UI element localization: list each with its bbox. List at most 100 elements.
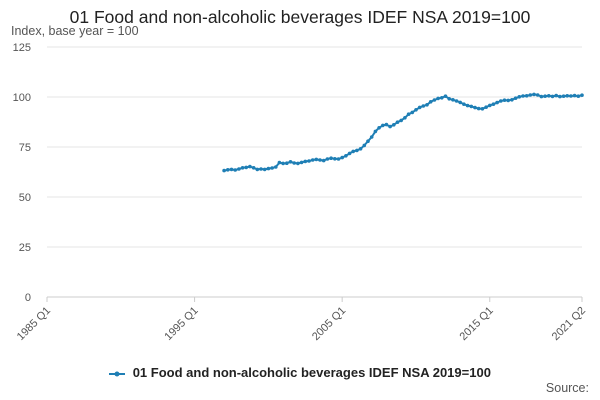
data-point [274, 165, 278, 169]
x-tick-label: 1995 Q1 [162, 305, 200, 343]
data-point [417, 105, 422, 110]
legend-marker [109, 371, 126, 377]
data-point [296, 161, 300, 166]
data-point [255, 167, 260, 172]
y-tick-label: 25 [19, 242, 31, 254]
data-point [292, 161, 297, 165]
legend: 01 Food and non-alcoholic beverages IDEF… [0, 365, 600, 380]
data-point [281, 161, 285, 166]
data-point [244, 165, 248, 170]
data-point [381, 123, 385, 128]
data-point [576, 94, 581, 98]
data-point [521, 94, 525, 98]
data-point [502, 98, 507, 102]
gridlines [47, 46, 582, 248]
data-point [421, 104, 426, 108]
data-point [277, 160, 282, 165]
data-point [488, 103, 492, 108]
data-point [462, 102, 466, 106]
data-point [495, 100, 499, 105]
data-point [469, 104, 474, 109]
data-point [535, 93, 540, 97]
data-point [299, 160, 304, 165]
data-point [491, 102, 496, 106]
data-point [259, 167, 263, 171]
data-point [580, 93, 584, 97]
data-point [550, 94, 555, 99]
data-point [440, 96, 444, 100]
data-point [473, 105, 477, 110]
data-point [539, 94, 544, 99]
data-point [384, 122, 389, 127]
data-point [558, 94, 562, 99]
data-point [506, 98, 511, 103]
data-point [572, 93, 577, 98]
data-point [388, 124, 392, 129]
data-point [443, 94, 448, 98]
data-point [307, 159, 311, 163]
y-tick-label: 125 [13, 42, 31, 54]
data-point [229, 167, 234, 172]
data-point [288, 160, 293, 164]
data-point [484, 105, 488, 109]
data-point [561, 94, 566, 98]
data-point [222, 168, 226, 173]
data-point [347, 151, 352, 156]
data-point [266, 166, 271, 171]
data-point [451, 98, 455, 102]
data-point [377, 126, 381, 130]
data-point [270, 166, 274, 170]
axes: 0 25 50 75 100 125 1985 Q1 1995 Q1 2005 Q1 2015 Q… [13, 42, 588, 343]
data-point [432, 98, 437, 102]
data-point [310, 158, 315, 162]
y-tick-label: 100 [13, 92, 31, 104]
data-point [465, 103, 470, 108]
data-point [543, 94, 547, 98]
series-line [223, 93, 583, 172]
data-point [499, 99, 503, 103]
data-point [447, 97, 452, 101]
data-point [510, 98, 514, 102]
data-point [333, 157, 337, 161]
data-point [569, 94, 573, 98]
data-point [366, 139, 370, 143]
x-tick-label: 2021 Q2 [550, 305, 588, 343]
data-point [314, 157, 319, 162]
data-point [554, 93, 558, 98]
data-point [303, 159, 308, 164]
data-point [428, 100, 433, 104]
x-tick-label: 2005 Q1 [310, 305, 348, 343]
data-point [517, 95, 522, 99]
data-point [403, 116, 407, 120]
data-point [395, 120, 400, 124]
data-point [565, 94, 569, 98]
data-point [399, 118, 404, 123]
data-point [362, 143, 367, 148]
data-point [325, 157, 330, 161]
data-point [233, 168, 237, 172]
y-tick-label: 0 [25, 292, 31, 304]
x-tick-label: 2015 Q1 [458, 305, 496, 343]
data-point [262, 167, 267, 172]
data-point [251, 166, 256, 170]
data-point [436, 96, 440, 101]
data-point [392, 123, 396, 127]
y-tick-label: 75 [19, 142, 31, 154]
data-point [340, 155, 345, 160]
data-point [513, 96, 518, 100]
y-axis-label: Index, base year = 100 [11, 24, 139, 38]
source-label: Source: [545, 381, 589, 395]
data-point [547, 94, 551, 98]
data-point [532, 92, 536, 97]
series-layer [222, 92, 584, 173]
data-point [369, 135, 374, 139]
data-point [410, 110, 415, 115]
x-tick-label: 1985 Q1 [15, 305, 53, 343]
data-point [454, 99, 459, 103]
data-point [240, 166, 245, 170]
data-point [373, 129, 378, 134]
data-point [355, 148, 359, 153]
data-point [237, 167, 241, 171]
data-point [344, 154, 348, 158]
